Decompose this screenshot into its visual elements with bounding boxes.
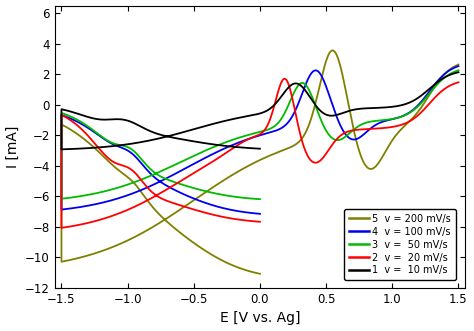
X-axis label: E [V vs. Ag]: E [V vs. Ag] xyxy=(220,311,300,325)
Y-axis label: I [mA]: I [mA] xyxy=(6,125,19,168)
Legend: 5  v = 200 mV/s, 4  v = 100 mV/s, 3  v =  50 mV/s, 2  v =  20 mV/s, 1  v =  10 m: 5 v = 200 mV/s, 4 v = 100 mV/s, 3 v = 50… xyxy=(344,209,456,280)
